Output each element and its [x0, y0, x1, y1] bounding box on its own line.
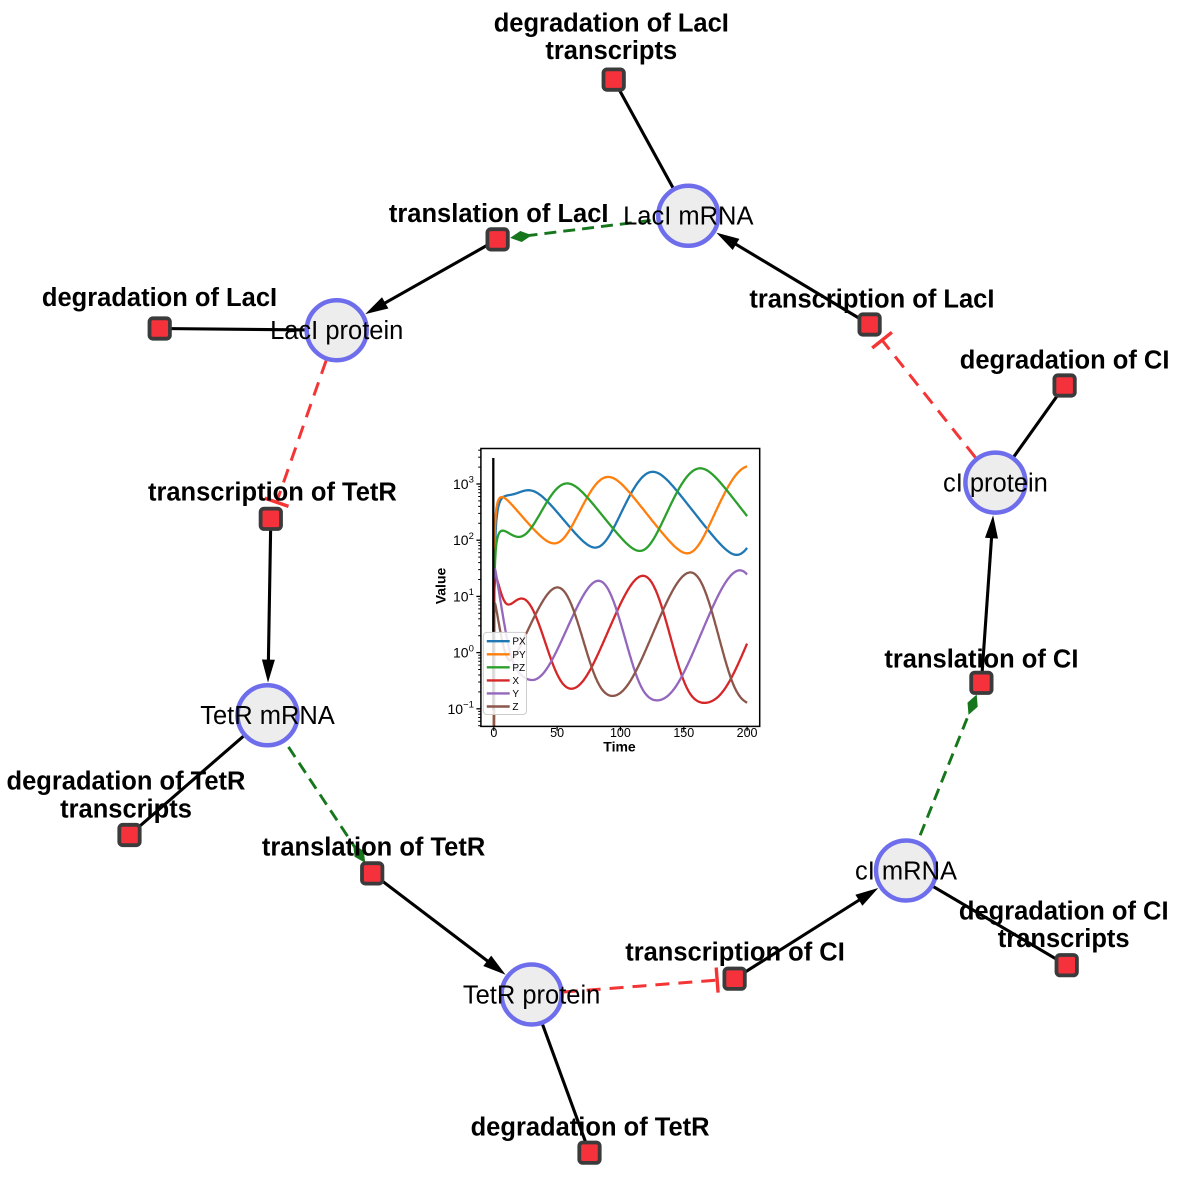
- svg-text:transcripts: transcripts: [545, 37, 677, 65]
- svg-text:Y: Y: [512, 689, 519, 700]
- svg-text:transcripts: transcripts: [998, 925, 1130, 953]
- svg-text:LacI protein: LacI protein: [270, 317, 403, 345]
- svg-text:cI mRNA: cI mRNA: [855, 857, 957, 885]
- svg-text:PY: PY: [512, 650, 526, 661]
- svg-text:100: 100: [453, 643, 474, 660]
- svg-text:transcription of TetR: transcription of TetR: [148, 479, 397, 507]
- svg-text:10−1: 10−1: [447, 700, 473, 717]
- svg-text:degradation of CI: degradation of CI: [959, 897, 1169, 925]
- svg-text:cI protein: cI protein: [943, 469, 1048, 497]
- svg-text:LacI mRNA: LacI mRNA: [623, 203, 753, 231]
- svg-text:transcripts: transcripts: [60, 795, 192, 823]
- svg-text:degradation of LacI: degradation of LacI: [494, 9, 729, 37]
- svg-text:translation of CI: translation of CI: [884, 645, 1078, 673]
- svg-text:50: 50: [550, 726, 564, 740]
- svg-text:102: 102: [453, 531, 474, 548]
- svg-text:PX: PX: [512, 637, 526, 648]
- svg-text:translation of LacI: translation of LacI: [389, 200, 609, 228]
- svg-text:0: 0: [490, 726, 497, 740]
- svg-text:degradation of LacI: degradation of LacI: [42, 284, 277, 312]
- svg-text:degradation of TetR: degradation of TetR: [471, 1113, 710, 1141]
- svg-text:Value: Value: [433, 568, 449, 605]
- svg-text:150: 150: [673, 726, 694, 740]
- svg-text:100: 100: [610, 726, 631, 740]
- svg-text:degradation of CI: degradation of CI: [960, 347, 1170, 375]
- svg-text:Z: Z: [512, 702, 518, 713]
- svg-text:transcription of CI: transcription of CI: [625, 938, 845, 966]
- svg-text:PZ: PZ: [512, 663, 525, 674]
- svg-text:200: 200: [737, 726, 758, 740]
- svg-text:degradation of TetR: degradation of TetR: [7, 768, 246, 796]
- svg-text:101: 101: [453, 587, 474, 604]
- svg-text:X: X: [512, 676, 519, 687]
- svg-text:TetR protein: TetR protein: [463, 981, 601, 1009]
- svg-text:TetR mRNA: TetR mRNA: [200, 702, 335, 730]
- svg-text:Time: Time: [603, 739, 636, 755]
- svg-text:translation of TetR: translation of TetR: [262, 833, 485, 861]
- svg-text:103: 103: [453, 475, 474, 492]
- svg-text:transcription of LacI: transcription of LacI: [749, 286, 994, 314]
